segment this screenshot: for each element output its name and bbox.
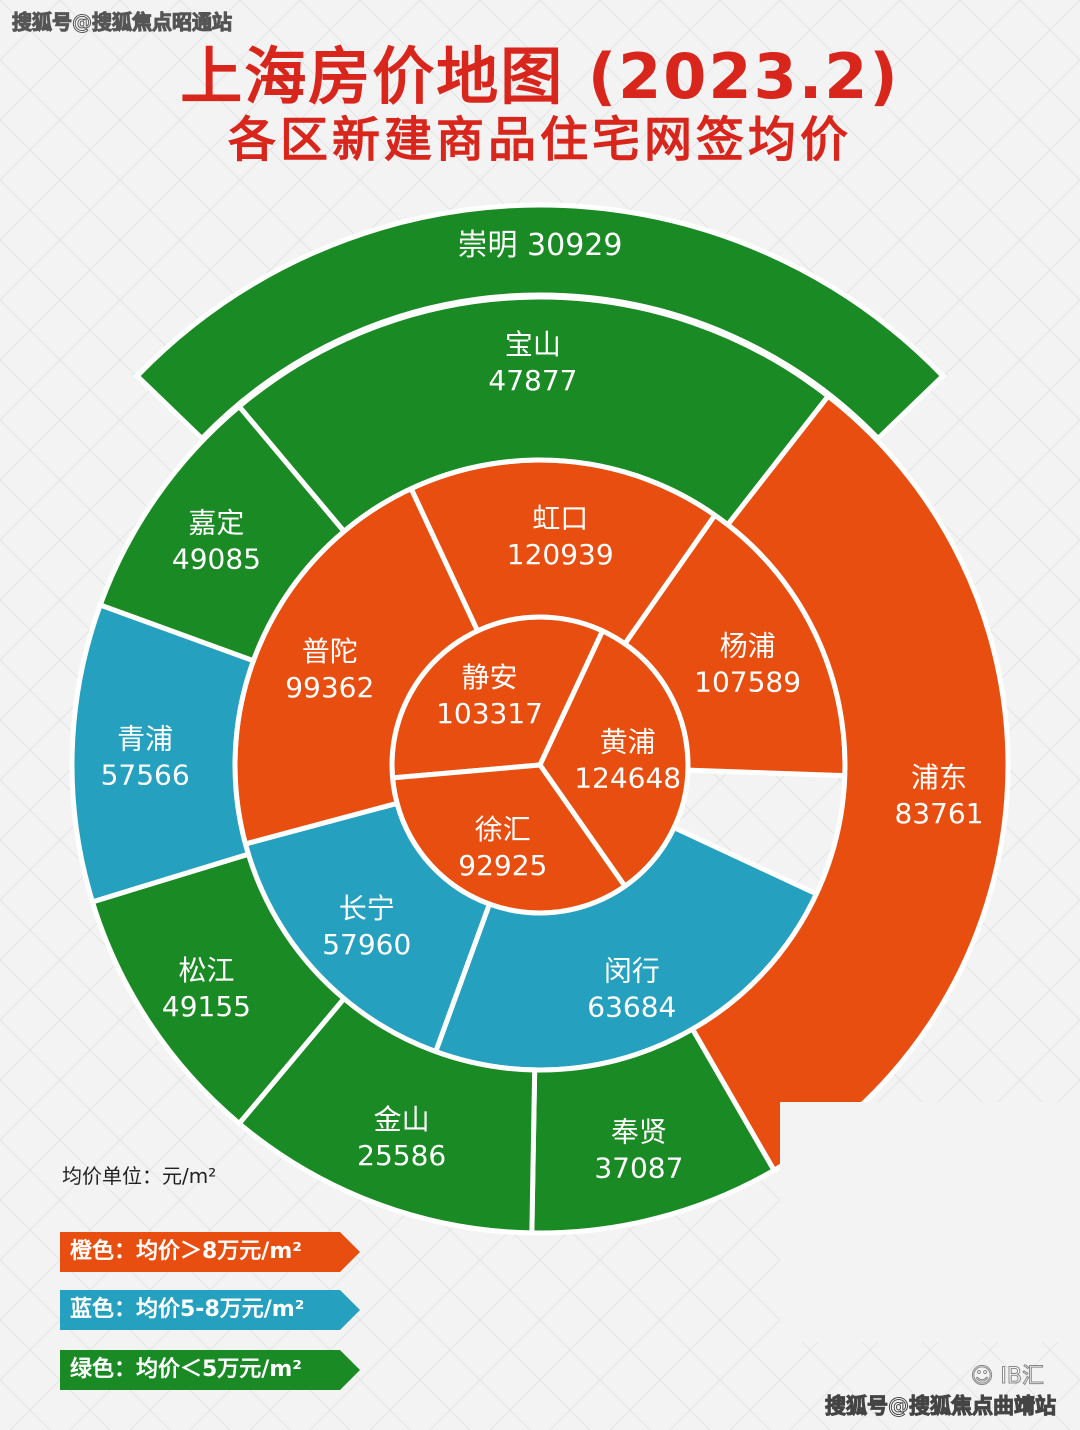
- label-value-奉贤: 37087: [594, 1151, 683, 1184]
- label-value-嘉定: 49085: [172, 542, 261, 575]
- label-name-青浦: 青浦: [117, 723, 173, 756]
- segment-崇明: [133, 202, 947, 443]
- label-name-金山: 金山: [374, 1103, 430, 1136]
- label-value-徐汇: 92925: [458, 849, 547, 882]
- label-name-徐汇: 徐汇: [475, 813, 531, 846]
- label-value-松江: 49155: [162, 990, 251, 1023]
- watermark-top: 搜狐号@搜狐焦点昭通站: [12, 10, 233, 35]
- legend-green: 绿色：均价＜5万元/m²: [60, 1350, 360, 1390]
- label-name-普陀: 普陀: [302, 635, 358, 668]
- label-value-浦东: 83761: [894, 797, 983, 830]
- wechat-logo-icon: ☺ IB汇: [970, 1364, 1045, 1390]
- label-name-闵行: 闵行: [604, 955, 660, 988]
- label-name-浦东: 浦东: [911, 761, 967, 794]
- label-name-虹口: 虹口: [532, 502, 588, 535]
- title-line2: 各区新建商品住宅网签均价: [227, 112, 852, 168]
- label-name-嘉定: 嘉定: [188, 506, 244, 539]
- label-name-杨浦: 杨浦: [720, 629, 776, 662]
- label-name-宝山: 宝山: [505, 328, 561, 361]
- label-value-黄浦: 124648: [574, 761, 681, 794]
- label-name-黄浦: 黄浦: [600, 725, 656, 758]
- label-value-普陀: 99362: [285, 671, 374, 704]
- watermark-logo-text: IB汇: [1000, 1364, 1045, 1390]
- label-value-杨浦: 107589: [694, 665, 801, 698]
- watermark-bottom: 搜狐号@搜狐焦点曲靖站: [825, 1394, 1057, 1419]
- label-value-青浦: 57566: [101, 759, 190, 792]
- legend-blue: 蓝色：均价5-8万元/m²: [60, 1290, 360, 1330]
- label-name-松江: 松江: [178, 954, 234, 987]
- label-value-静安: 103317: [436, 697, 543, 730]
- label-value-长宁: 57960: [322, 928, 411, 961]
- cutout-mask: [780, 1102, 1080, 1342]
- legend-orange: 橙色：均价＞8万元/m²: [60, 1232, 360, 1272]
- unit-label: 均价单位：元/m²: [62, 1164, 217, 1188]
- label-name-静安: 静安: [462, 661, 518, 694]
- title-line1: 上海房价地图 (2023.2): [180, 40, 900, 113]
- label-name-长宁: 长宁: [339, 892, 395, 925]
- label-value-闵行: 63684: [587, 991, 676, 1024]
- label-value-虹口: 120939: [507, 538, 614, 571]
- label-崇明: 崇明 30929: [458, 228, 623, 263]
- label-name-奉贤: 奉贤: [611, 1115, 667, 1148]
- label-value-金山: 25586: [357, 1139, 446, 1172]
- label-value-宝山: 47877: [488, 364, 577, 397]
